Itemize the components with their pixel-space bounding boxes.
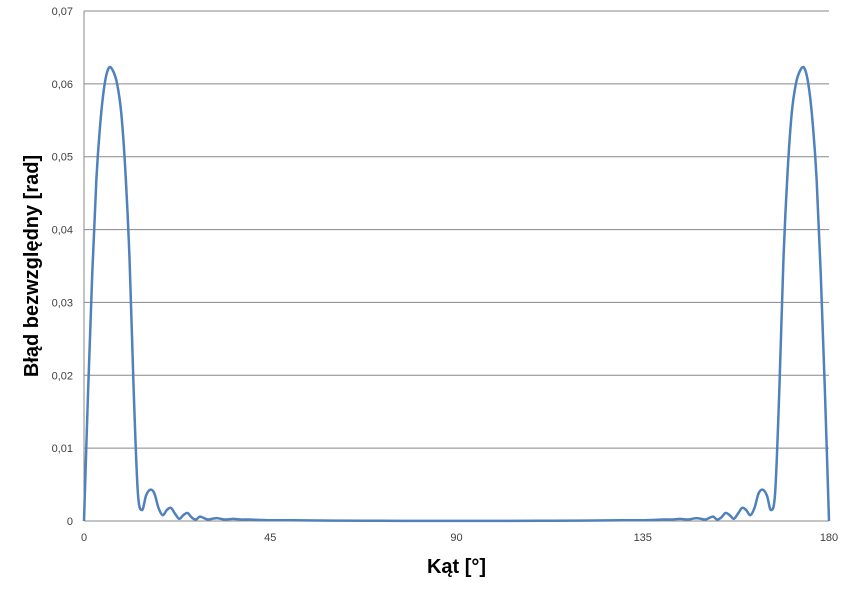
y-tick-label: 0,01 [52, 443, 73, 455]
y-tick-label: 0,04 [52, 225, 73, 237]
gridlines [84, 10, 829, 449]
series-lines [82, 65, 831, 523]
x-tick-label: 90 [450, 532, 462, 544]
y-axis-title: Błąd bezwzględny [rad] [21, 155, 43, 377]
x-tick-label: 45 [264, 532, 276, 544]
y-tick-label: 0,06 [52, 79, 73, 91]
y-tick-label: 0,03 [52, 297, 73, 309]
x-tick-labels: 0 45 90 135 180 [81, 532, 838, 544]
y-tick-label: 0,05 [52, 152, 73, 164]
x-tick-label: 0 [81, 532, 87, 544]
x-axis-title: Kąt [°] [427, 556, 486, 578]
y-tick-label: 0,07 [52, 6, 73, 18]
axes [83, 11, 829, 522]
series-line [82, 65, 831, 523]
y-tick-label: 0,02 [52, 370, 73, 382]
x-tick-label: 135 [634, 532, 652, 544]
y-tick-label: 0 [67, 516, 73, 528]
x-tick-label: 180 [820, 532, 838, 544]
y-tick-labels: 0 0,01 0,02 0,03 0,04 0,05 0,06 0,07 [52, 6, 73, 528]
